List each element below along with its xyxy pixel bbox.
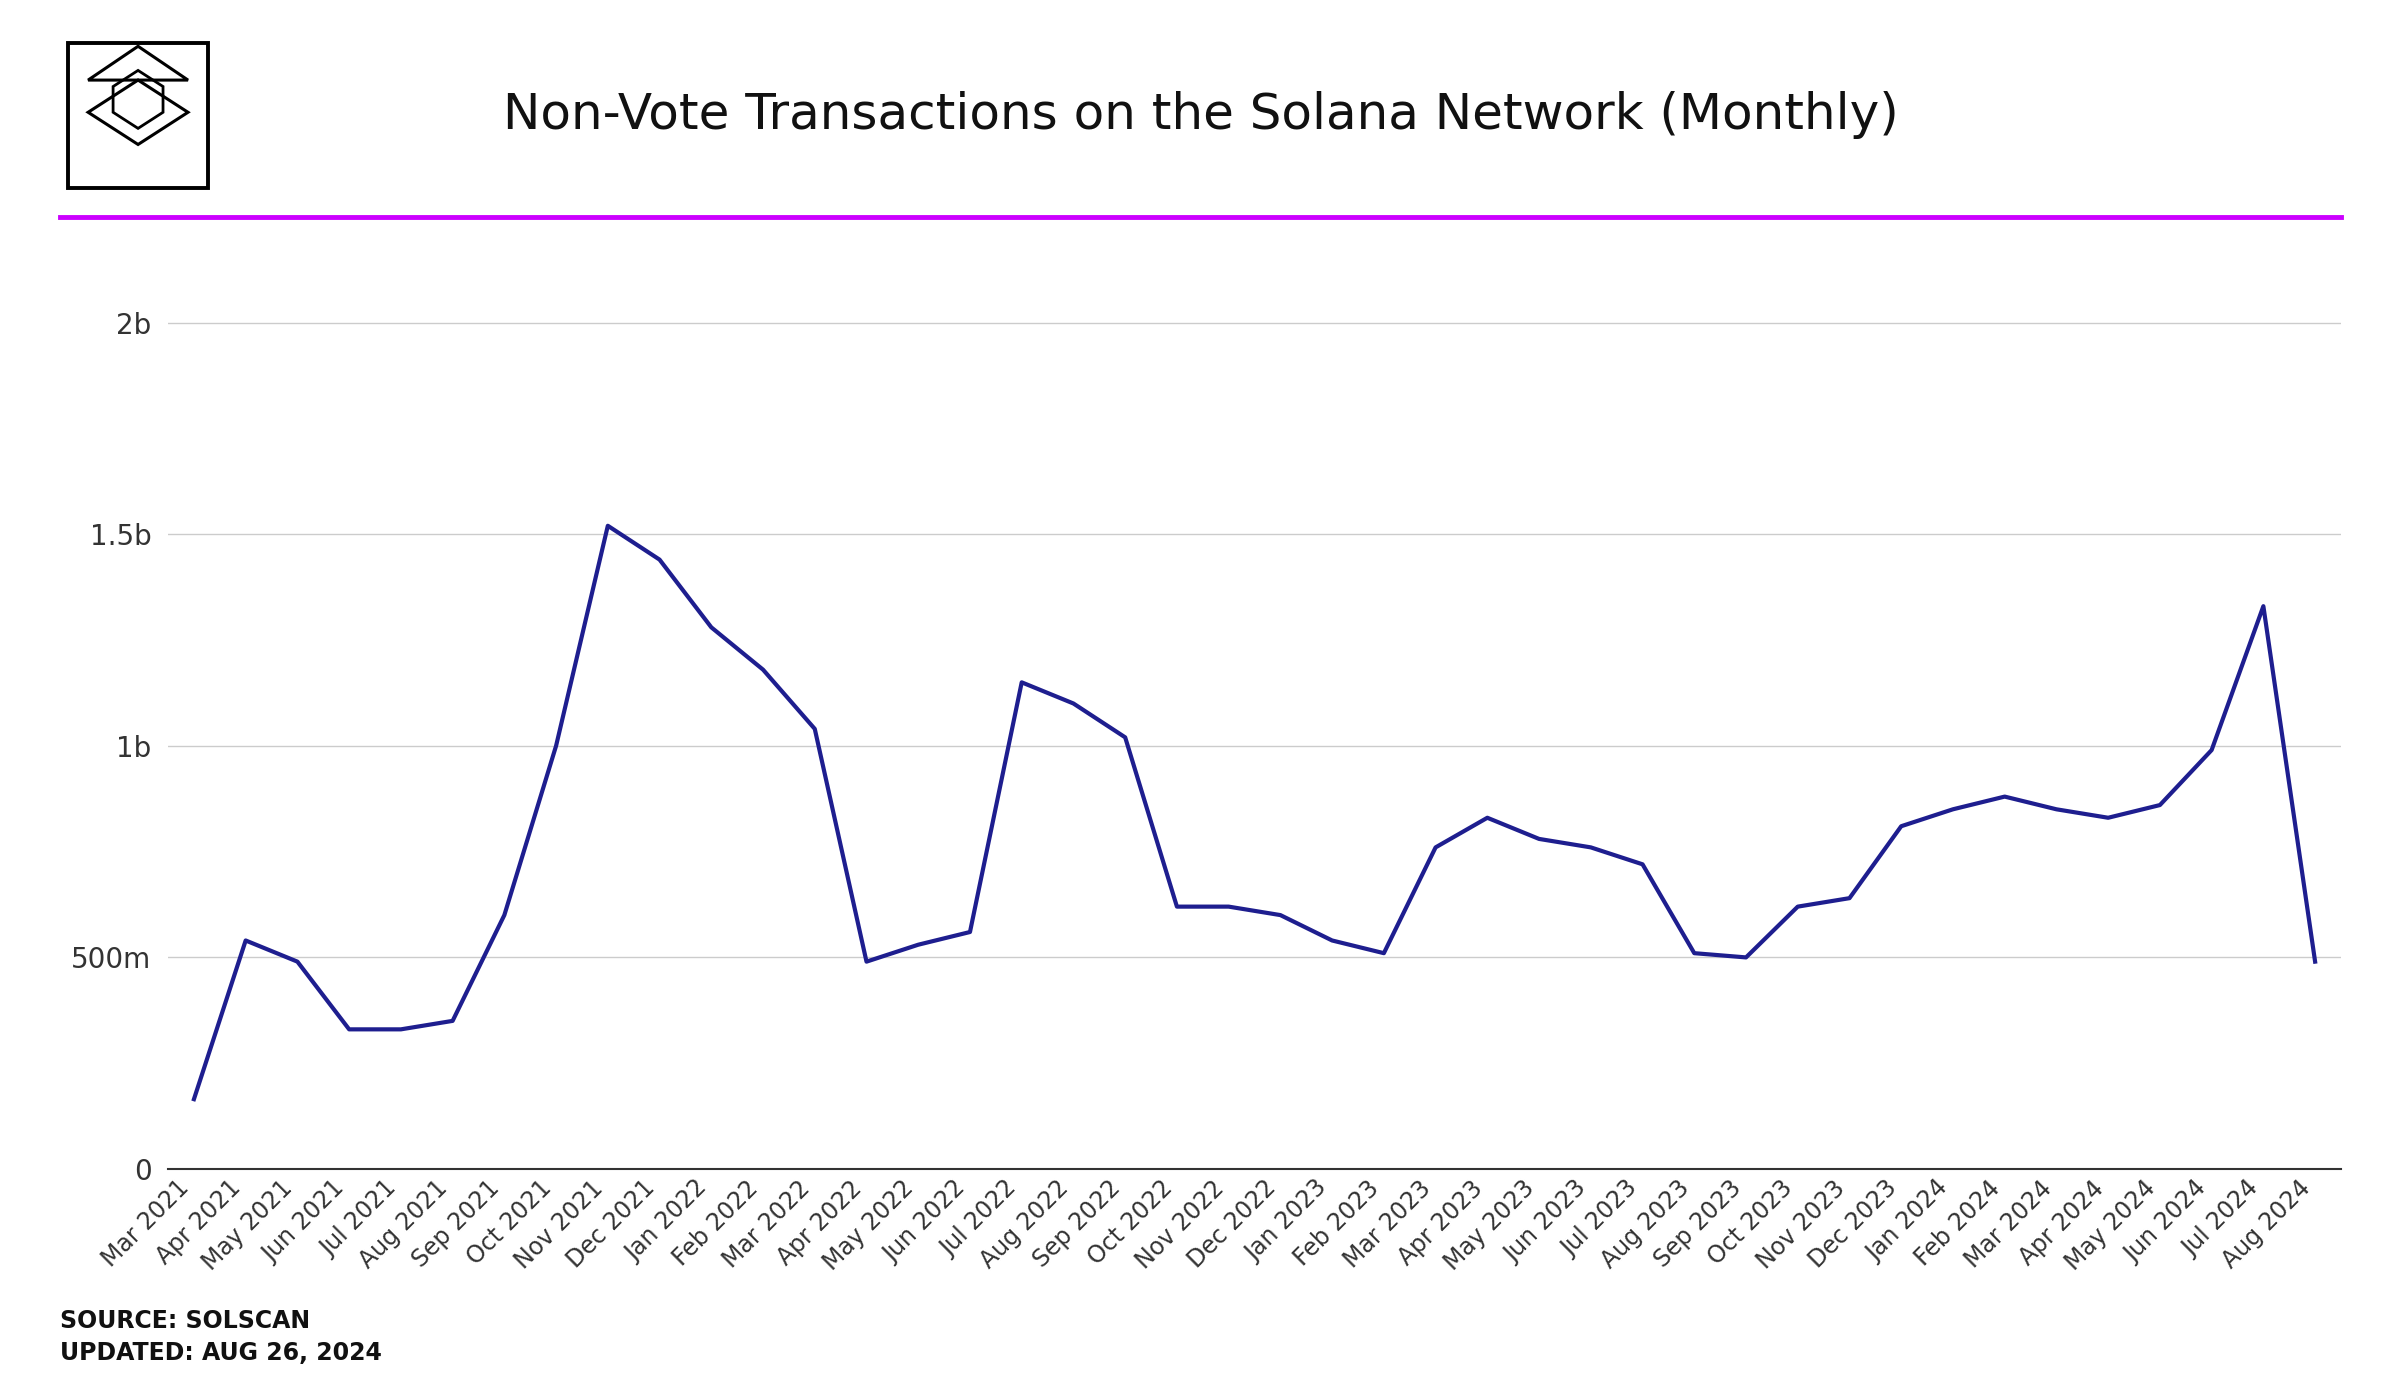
Text: Non-Vote Transactions on the Solana Network (Monthly): Non-Vote Transactions on the Solana Netw… — [502, 91, 1899, 139]
Text: SOURCE: SOLSCAN
UPDATED: AUG 26, 2024: SOURCE: SOLSCAN UPDATED: AUG 26, 2024 — [60, 1309, 382, 1365]
